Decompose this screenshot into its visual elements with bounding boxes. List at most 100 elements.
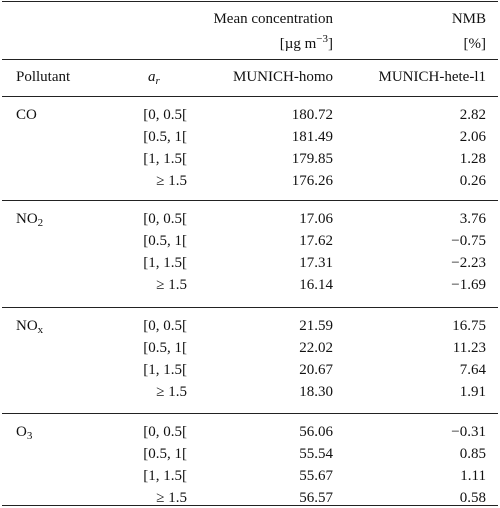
nmb-value: 2.82 [460,105,486,125]
nmb-value: −1.69 [451,275,486,295]
nmb-value: 0.58 [460,488,486,508]
text-part: NO [16,318,38,334]
text-part: r [155,75,160,87]
mean-value: 56.57 [299,488,333,508]
text-part: −1.69 [451,277,486,293]
pollutant: CO [16,105,37,125]
ar-range: [1, 1.5[ [143,253,187,273]
text-part: 11.23 [452,340,486,356]
pollutant: NO2 [16,209,43,229]
text-part: [0, 0.5[ [143,424,187,440]
mean-value: 17.06 [299,209,333,229]
text-part: Mean concentration [213,11,333,27]
rule [2,59,498,60]
text-part: 17.06 [299,211,333,227]
text-part: NMB [451,11,486,27]
nmb-value: 1.91 [460,382,486,402]
text-part: −0.75 [451,233,486,249]
text-part: 56.06 [299,424,333,440]
ar-range: [1, 1.5[ [143,466,187,486]
text-part: 0.26 [459,173,486,189]
ar-range: [0, 0.5[ [143,316,187,336]
column-header: ar [148,67,160,87]
text-part: 16.75 [452,318,486,334]
nmb-value: −0.75 [451,231,486,251]
text-part: MUNICH-homo [233,69,333,85]
rule [2,96,498,97]
text-part: O [16,424,27,440]
mean-value: 56.06 [299,422,333,442]
mean-value: 18.30 [299,382,333,402]
column-header: Pollutant [16,67,70,87]
mean-value: 21.59 [299,316,333,336]
column-header: MUNICH-hete-l1 [379,67,486,87]
text-part: x [37,324,44,336]
text-part: [0.5, 1[ [143,129,187,145]
text-part: [0.5, 1[ [143,340,187,356]
mean-value: 179.85 [292,149,333,169]
text-part: 55.54 [299,446,333,462]
mean-value: 20.67 [299,360,333,380]
text-part: [0, 0.5[ [143,107,187,123]
text-part: −0.31 [451,424,486,440]
text-part: [1, 1.5[ [143,151,187,167]
nmb-value: 0.85 [460,444,486,464]
rule [2,413,498,414]
text-part: MUNICH-hete-l1 [378,69,486,85]
ar-range: [0, 0.5[ [143,422,187,442]
text-part: 17.31 [299,255,333,271]
text-part: [1, 1.5[ [143,362,187,378]
rule [2,200,498,201]
text-part: 7.64 [459,362,486,378]
text-part: 180.72 [291,107,333,123]
ar-range: ≥ 1.5 [156,488,187,508]
mean-value: 16.14 [299,275,333,295]
mean-value: 55.54 [299,444,333,464]
nmb-value: 1.28 [460,149,486,169]
rule [2,1,498,2]
text-part: ≥ 1.5 [156,277,187,293]
pollutant: O3 [16,422,32,442]
text-part: 0.58 [459,490,486,506]
rule [2,307,498,308]
ar-range: [0, 0.5[ [143,209,187,229]
text-part: 181.49 [291,129,333,145]
text-part: 1.11 [460,468,486,484]
ar-range: [1, 1.5[ [143,360,187,380]
mean-value: 17.31 [299,253,333,273]
ar-range: ≥ 1.5 [156,275,187,295]
text-part: Pollutant [16,69,71,85]
nmb-value: 2.06 [460,127,486,147]
nmb-value: 16.75 [452,316,486,336]
text-part: [%] [463,36,487,52]
group-unit: [µg m−3] [280,34,333,54]
text-part: 56.57 [299,490,333,506]
nmb-value: 7.64 [460,360,486,380]
text-part: [0, 0.5[ [143,318,187,334]
nmb-value: −2.23 [451,253,486,273]
text-part: 17.62 [299,233,333,249]
text-part: 22.02 [299,340,333,356]
group-title: Mean concentration [213,9,333,29]
rule [2,505,498,506]
text-part: 0.85 [459,446,486,462]
text-part: 176.26 [291,173,333,189]
mean-value: 17.62 [299,231,333,251]
ar-range: [0.5, 1[ [143,444,187,464]
text-part: NO [16,211,38,227]
text-part: [1, 1.5[ [143,468,187,484]
text-part: 21.59 [299,318,333,334]
ar-range: [0.5, 1[ [143,127,187,147]
text-part: −3 [316,33,328,45]
text-part: [0.5, 1[ [143,233,187,249]
text-part: ] [328,36,333,52]
ar-range: [0.5, 1[ [143,338,187,358]
text-part: ≥ 1.5 [156,173,187,189]
column-header: MUNICH-homo [233,67,333,87]
text-part: ≥ 1.5 [156,490,187,506]
mean-value: 176.26 [292,171,333,191]
ar-range: [0.5, 1[ [143,231,187,251]
text-part: 1.28 [459,151,486,167]
text-part: 1.91 [459,384,486,400]
